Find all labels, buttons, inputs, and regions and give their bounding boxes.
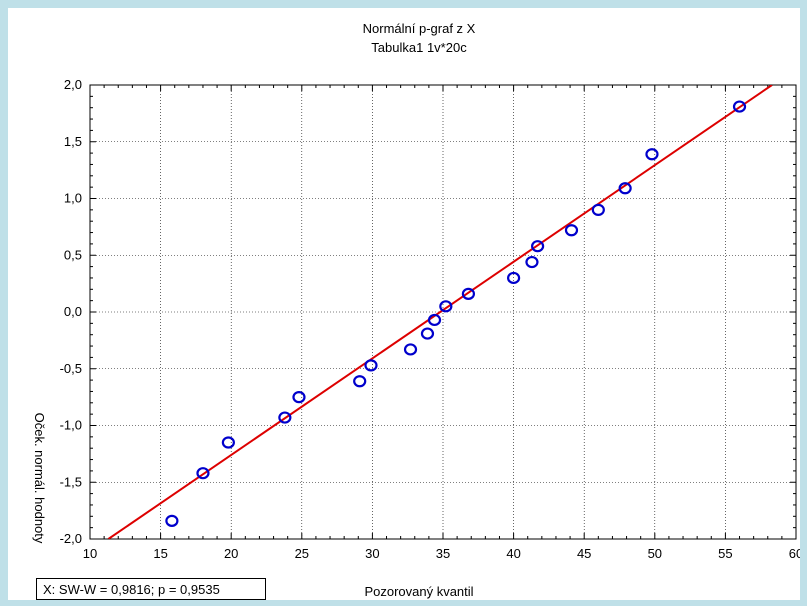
data-point xyxy=(591,203,605,216)
data-point xyxy=(221,436,235,449)
x-tick-label: 35 xyxy=(436,546,450,561)
data-point xyxy=(507,271,521,285)
data-point xyxy=(732,100,747,113)
x-tick-label: 25 xyxy=(295,546,309,561)
data-point xyxy=(618,182,632,195)
y-tick-label: 1,5 xyxy=(64,134,82,149)
y-tick-label: -1,0 xyxy=(60,418,82,433)
x-tick-label: 55 xyxy=(718,546,732,561)
x-tick-label: 45 xyxy=(577,546,591,561)
data-point xyxy=(353,375,367,388)
data-point xyxy=(645,148,659,161)
data-point xyxy=(403,343,418,356)
data-point xyxy=(278,411,292,424)
x-axis-ticks: 10 15 20 25 30 35 40 45 50 55 60 xyxy=(83,85,800,561)
data-point xyxy=(165,514,179,527)
y-tick-label: 1,0 xyxy=(64,191,82,206)
grid-lines xyxy=(90,85,796,539)
data-point xyxy=(439,300,453,313)
plot-content xyxy=(107,85,773,539)
data-point xyxy=(531,240,545,253)
x-axis-label: Pozorovaný kvantil xyxy=(364,584,473,599)
y-tick-label: 2,0 xyxy=(64,77,82,92)
data-point xyxy=(292,391,306,404)
y-tick-label: -0,5 xyxy=(60,361,82,376)
chart-title: Normální p-graf z X xyxy=(363,21,476,36)
y-axis-ticks: -2,0 -1,5 -1,0 -0,5 0,0 0,5 1,0 1,5 2,0 xyxy=(60,77,796,546)
data-point xyxy=(196,467,210,480)
y-tick-label: 0,5 xyxy=(64,247,82,262)
fit-line xyxy=(107,85,773,539)
y-tick-label: 0,0 xyxy=(64,304,82,319)
x-tick-label: 10 xyxy=(83,546,97,561)
x-tick-label: 50 xyxy=(648,546,662,561)
y-axis-label: Oček. normál. hodnoty xyxy=(32,413,47,544)
chart-svg: Normální p-graf z X Tabulka1 1v*20c 10 15… xyxy=(32,21,800,599)
y-tick-label: -2,0 xyxy=(60,531,82,546)
data-point xyxy=(427,313,442,327)
chart-subtitle: Tabulka1 1v*20c xyxy=(371,40,467,55)
data-point xyxy=(420,327,435,340)
x-tick-label: 60 xyxy=(789,546,800,561)
x-tick-label: 15 xyxy=(153,546,167,561)
data-point xyxy=(564,224,579,237)
data-point xyxy=(364,359,378,372)
y-tick-label: -1,5 xyxy=(60,474,82,489)
data-point xyxy=(525,255,539,269)
x-tick-label: 40 xyxy=(506,546,520,561)
x-tick-label: 20 xyxy=(224,546,238,561)
x-tick-label: 30 xyxy=(365,546,379,561)
data-point xyxy=(461,287,476,300)
normality-test-result: X: SW-W = 0,9816; p = 0,9535 xyxy=(36,578,266,600)
chart-frame: Normální p-graf z X Tabulka1 1v*20c 10 15… xyxy=(8,8,800,600)
